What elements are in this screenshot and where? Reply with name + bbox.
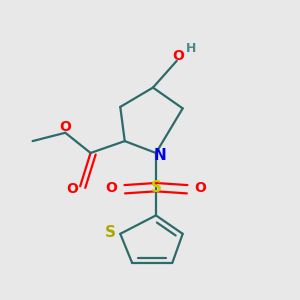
Text: O: O (105, 181, 117, 195)
Text: S: S (105, 225, 116, 240)
Text: O: O (172, 50, 184, 63)
Text: O: O (195, 181, 206, 195)
Text: H: H (186, 42, 196, 55)
Text: S: S (150, 180, 161, 195)
Text: O: O (66, 182, 78, 196)
Text: N: N (153, 148, 166, 163)
Text: O: O (59, 120, 71, 134)
